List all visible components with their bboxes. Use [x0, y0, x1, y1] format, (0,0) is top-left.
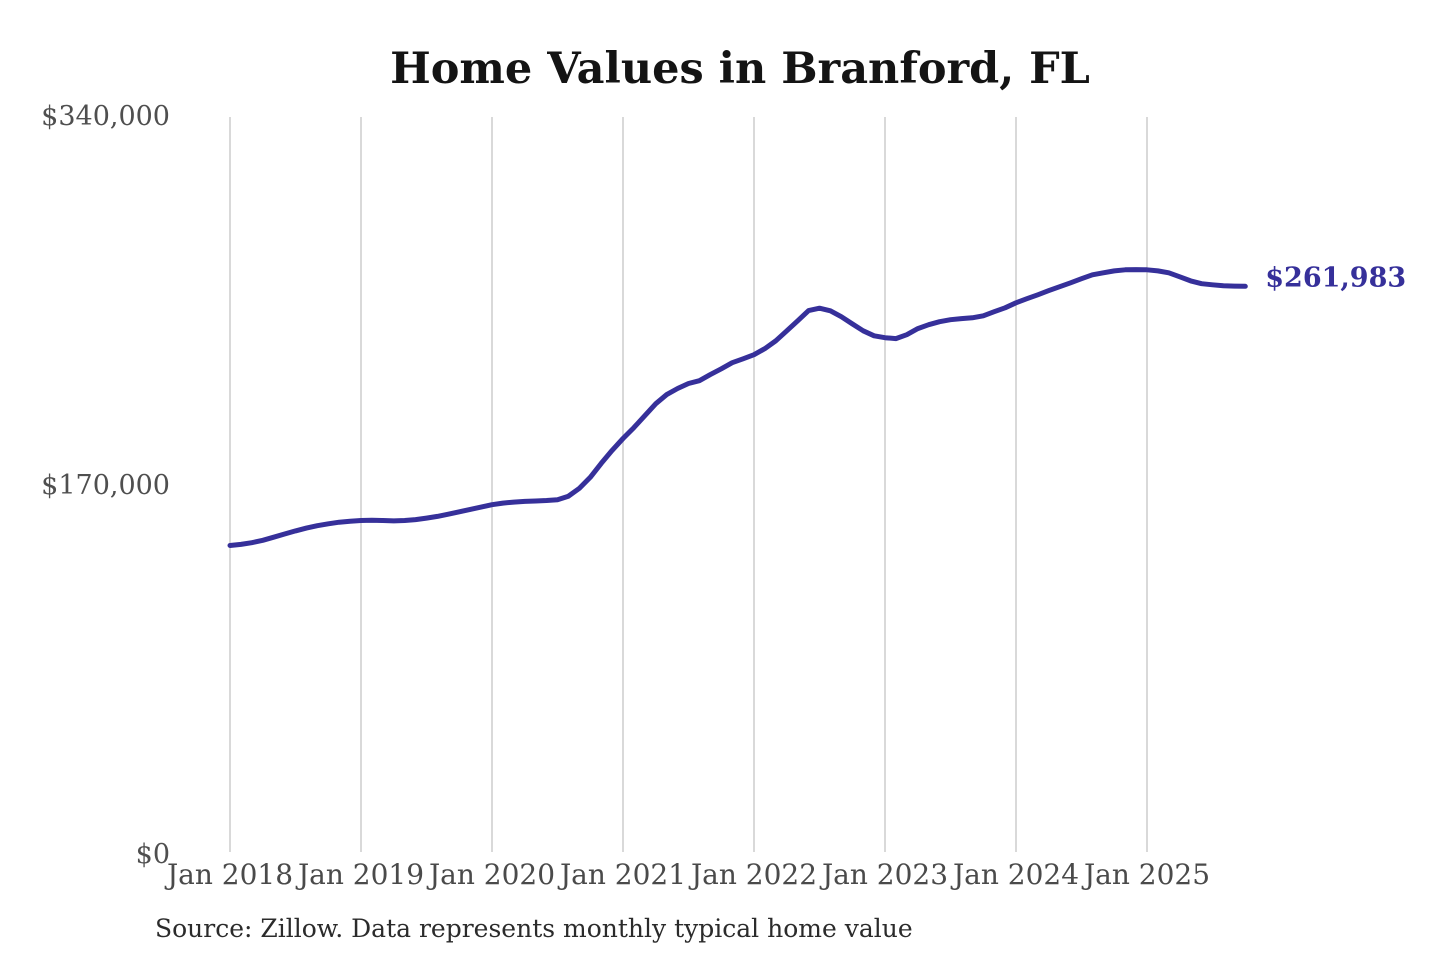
x-tick-label: Jan 2023	[821, 858, 949, 891]
x-tick-label: Jan 2020	[428, 858, 556, 891]
latest-value-label: $261,983	[1265, 262, 1407, 294]
x-tick-label: Jan 2024	[952, 858, 1080, 891]
source-note: Source: Zillow. Data represents monthly …	[155, 914, 913, 943]
x-tick-label: Jan 2025	[1083, 858, 1211, 891]
home-value-line	[227, 267, 1248, 548]
x-tick-label: Jan 2018	[166, 858, 294, 891]
y-tick-label: $340,000	[41, 100, 170, 132]
chart-title: Home Values in Branford, FL	[390, 44, 1090, 94]
y-tick-label: $170,000	[41, 469, 170, 501]
x-tick-label: Jan 2022	[690, 858, 818, 891]
x-tick-label: Jan 2021	[559, 858, 687, 891]
year-gridlines	[229, 117, 1148, 852]
y-tick-label: $0	[135, 838, 170, 870]
x-tick-label: Jan 2019	[297, 858, 425, 891]
